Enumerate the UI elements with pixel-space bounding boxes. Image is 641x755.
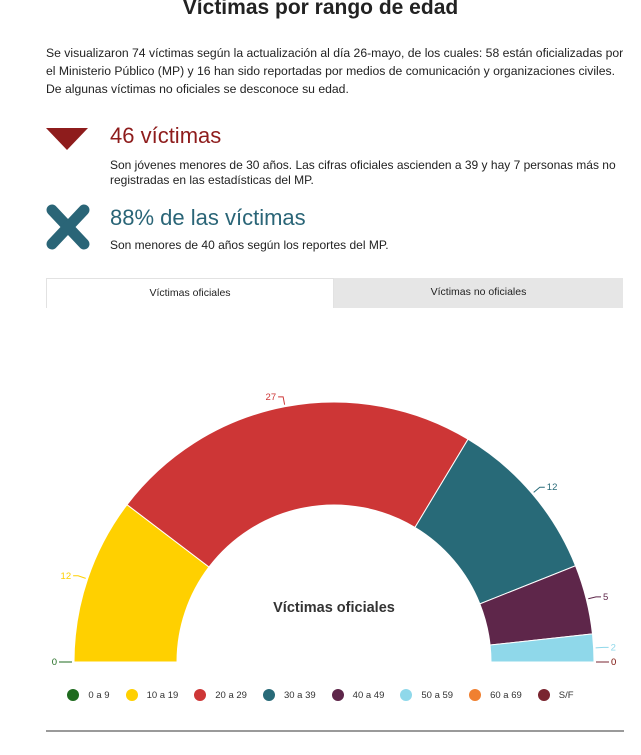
chart-tabs: Víctimas oficiales Víctimas no oficiales (46, 278, 623, 308)
tab-unofficial-victims[interactable]: Víctimas no oficiales (334, 278, 623, 308)
legend-item-60-a-69[interactable]: 60 a 69 (469, 689, 522, 701)
tab-official-victims[interactable]: Víctimas oficiales (46, 278, 334, 308)
legend-marker (469, 689, 482, 701)
leader-line-30-a-39 (533, 486, 545, 493)
stat-description: Son menores de 40 años según los reporte… (110, 238, 389, 252)
legend-label: 40 a 49 (352, 689, 385, 701)
legend-marker (125, 689, 138, 701)
data-label-10-a-19: 12 (61, 571, 72, 582)
legend-marker (400, 689, 413, 701)
leader-line-20-a-29 (278, 396, 286, 405)
legend-label: S/F (558, 689, 574, 701)
legend-marker (194, 689, 207, 701)
leader-line-10-a-19 (73, 575, 86, 579)
legend-item-40-a-49[interactable]: 40 a 49 (331, 689, 385, 701)
data-label-60-a-69: 0 (611, 657, 616, 668)
cross-icon (46, 204, 90, 250)
slice-20-a-29[interactable] (126, 401, 469, 568)
chart-legend: 0 a 9 10 a 19 20 a 29 30 a 39 40 a 49 50 a 59… (0, 689, 641, 701)
chart-title: Víctimas oficiales (273, 600, 395, 616)
data-label-40-a-49: 5 (603, 592, 608, 603)
legend-label: 30 a 39 (283, 689, 316, 701)
legend-item-50-a-59[interactable]: 50 a 59 (400, 689, 453, 701)
leader-line-40-a-49 (588, 596, 602, 600)
legend-marker (537, 689, 550, 701)
legend-item-s-f[interactable]: S/F (537, 689, 574, 701)
legend-label: 50 a 59 (421, 689, 454, 701)
legend-label: 0 a 9 (88, 689, 110, 701)
legend-marker (67, 689, 80, 701)
down-triangle-icon (46, 128, 88, 150)
slice-50-a-59[interactable] (489, 633, 595, 663)
legend-marker (262, 689, 275, 701)
data-label-20-a-29: 27 (266, 392, 277, 403)
stat-headline: 46 víctimas (110, 123, 222, 148)
legend-item-30-a-39[interactable]: 30 a 39 (262, 689, 316, 701)
data-label-50-a-59: 2 (611, 642, 616, 653)
page-title: Víctimas por rango de edad (182, 0, 459, 19)
intro-text: Se visualizaron 74 víctimas según la act… (46, 46, 624, 96)
data-label-s-f: 0 (611, 657, 616, 668)
legend-label: 20 a 29 (215, 689, 247, 701)
data-label-30-a-39: 12 (547, 482, 558, 493)
legend-item-20-a-29[interactable]: 20 a 29 (194, 689, 247, 701)
stat-headline: 88% de las víctimas (110, 205, 306, 230)
legend-label: 10 a 19 (146, 689, 179, 701)
legend-item-0-a-9[interactable]: 0 a 9 (67, 689, 110, 701)
legend-label: 60 a 69 (490, 689, 522, 701)
stat-description: Son jóvenes menores de 30 años. Las cifr… (110, 158, 616, 187)
legend-marker (331, 689, 344, 701)
data-label-0-a-9: 0 (52, 657, 57, 668)
divider (46, 730, 624, 732)
legend-item-10-a-19[interactable]: 10 a 19 (125, 689, 179, 701)
